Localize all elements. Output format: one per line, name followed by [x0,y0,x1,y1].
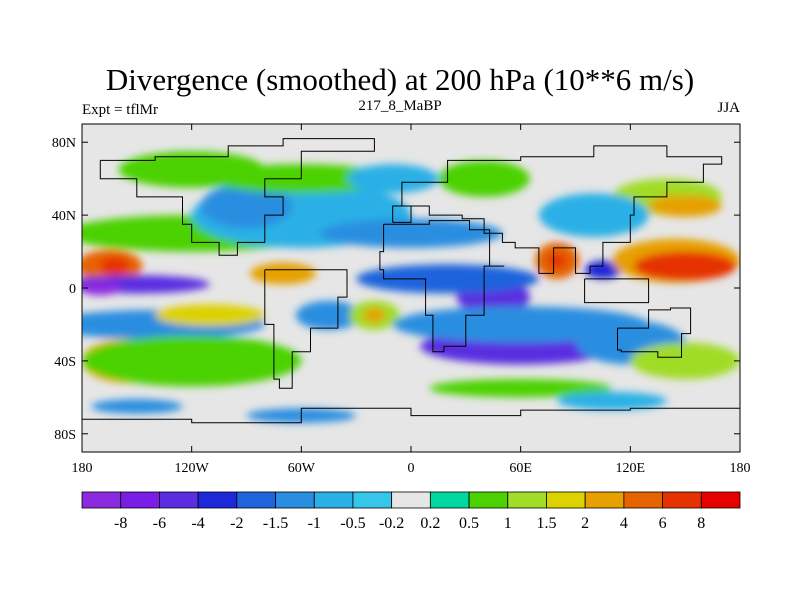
field-blob [363,308,386,323]
field-blob [648,195,722,217]
x-tick-label: 60E [509,461,532,476]
field-blob [438,160,530,197]
field-blob [429,379,613,398]
field-blob [356,264,539,294]
y-tick-label: 0 [69,282,76,297]
field-blob [155,304,265,327]
colorbar-swatch [507,491,547,509]
colorbar-label: -6 [153,515,166,532]
divergence-field [82,151,740,423]
coastlines [82,138,740,424]
season-label: JJA [717,100,740,116]
colorbar-label: 0.2 [420,515,440,532]
field-blob [200,184,293,228]
y-tick-label: 40N [52,209,76,224]
colorbar-swatch [391,491,431,509]
colorbar-label: 8 [697,515,705,532]
colorbar-swatch [159,491,199,509]
x-tick-label: 180 [72,461,93,476]
field-blob [250,262,316,285]
field-blob [538,193,649,237]
axes: 180 120W 60W 0 60E 120E 180 80N 40N 0 40S 80S [52,124,751,476]
field-blob [630,342,740,380]
colorbar-label: 1.5 [536,515,556,532]
field-blob [82,280,123,296]
field-blob [91,399,183,414]
field-blob [584,260,622,279]
colorbar-label: -1 [308,515,321,532]
chart-title: Divergence (smoothed) at 200 hPa (10**6 … [105,62,695,97]
colorbar-swatch [468,491,509,509]
case-label: 217_8_MaBP [358,98,442,114]
x-tick-label: 0 [408,461,415,476]
coastline-segment [82,407,740,424]
y-tick-label: 80S [54,428,76,443]
coastline-segment [584,278,650,304]
coastline-segment [99,138,375,256]
colorbar-label: -0.2 [379,515,404,532]
colorbar-label: -2 [230,515,243,532]
field-blob [347,164,439,194]
field-blob [319,218,503,248]
colorbar-label: 4 [620,515,628,532]
colorbar: -8 -6 -4 -2 -1.5 -1 -0.5 -0.2 0.2 0.5 1 1.5 2 4 6 8 [81,491,741,532]
colorbar-label: 2 [581,515,589,532]
field-blob [633,251,737,281]
colorbar-label: 1 [504,515,512,532]
colorbar-swatch [623,491,663,509]
colorbar-label: -4 [191,515,204,532]
x-tick-label: 180 [730,461,751,476]
colorbar-swatch [700,491,741,509]
field-blob [557,391,667,411]
field-blob [295,300,362,330]
colorbar-swatch [429,491,470,509]
colorbar-swatch [546,491,586,509]
colorbar-swatch [197,491,238,509]
colorbar-swatch [313,491,354,509]
field-blob [548,253,567,268]
colorbar-label: -8 [114,515,127,532]
colorbar-label: 0.5 [459,515,479,532]
coastline-segment [617,307,692,358]
colorbar-label: -0.5 [340,515,365,532]
colorbar-swatch [662,491,702,509]
experiment-label: Expt = tflMr [82,102,158,118]
colorbar-swatch [81,491,122,509]
coastline-segment [264,269,348,389]
colorbar-swatch [120,491,160,509]
colorbar-swatch [584,491,625,509]
x-tick-label: 120E [616,461,646,476]
colorbar-swatch [275,491,315,509]
field-blob [100,257,130,276]
colorbar-swatch [352,491,393,509]
x-tick-label: 60W [288,461,316,476]
coastline-segment [392,145,723,274]
colorbar-swatch [236,491,276,509]
colorbar-label: -1.5 [263,515,288,532]
field-blob [82,335,302,387]
coastline-segment [379,220,505,353]
colorbar-label: 6 [659,515,667,532]
x-tick-label: 120W [175,461,210,476]
y-tick-label: 40S [54,355,76,370]
y-tick-label: 80N [52,136,76,151]
